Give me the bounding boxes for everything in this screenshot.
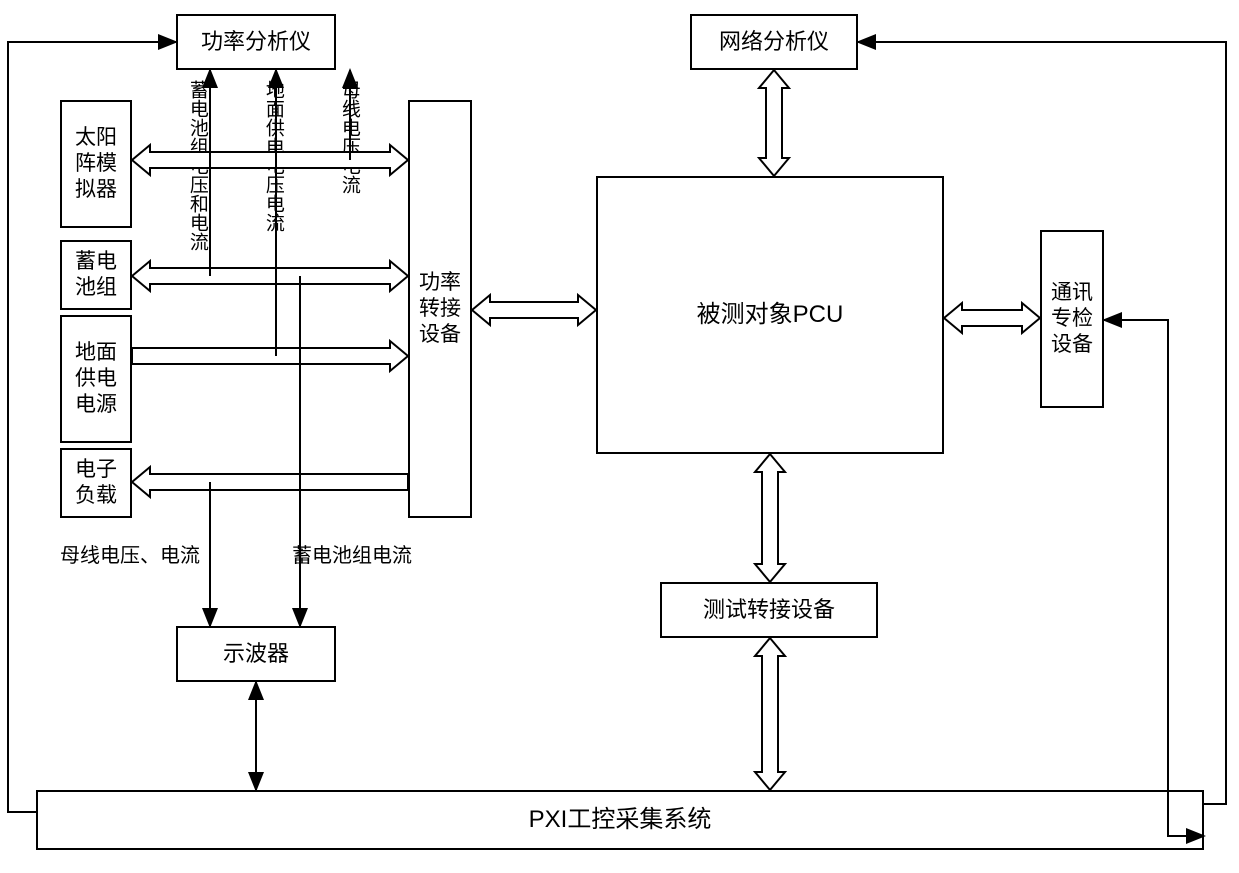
solar-sim-box: 太阳阵模拟器 (60, 100, 132, 228)
bus-vi-h-label: 母线电压、电流 (60, 544, 200, 568)
battery-i-label: 蓄电池组电流 (292, 544, 412, 568)
power-adapter-label: 功率转接设备 (419, 270, 461, 349)
comm-to-pxi-line (1104, 320, 1204, 836)
comm-inspect-label: 通讯专检设备 (1051, 280, 1093, 359)
pxi-label: PXI工控采集系统 (529, 804, 712, 835)
network-to-pcu-arrow (759, 70, 789, 176)
test-adapter-box: 测试转接设备 (660, 582, 878, 638)
battery-vi-label: 蓄电池组电压和电流 (186, 80, 208, 251)
load-to-adapter-arrow (132, 467, 408, 497)
battery-group-label: 蓄电池组 (75, 249, 117, 302)
ground-vi-label: 地面供电电压电流 (262, 80, 284, 232)
comm-inspect-box: 通讯专检设备 (1040, 230, 1104, 408)
electronic-load-label: 电子负载 (75, 457, 117, 510)
battery-to-adapter-arrow (132, 261, 408, 291)
oscilloscope-box: 示波器 (176, 626, 336, 682)
pcu-to-test-arrow (755, 454, 785, 582)
power-analyzer-box: 功率分析仪 (176, 14, 336, 70)
ground-to-adapter-arrow (132, 341, 408, 371)
pcu-to-comm-arrow (944, 303, 1040, 333)
pcu-label: 被测对象PCU (697, 299, 844, 330)
test-to-pxi-arrow (755, 638, 785, 790)
network-analyzer-box: 网络分析仪 (690, 14, 858, 70)
electronic-load-box: 电子负载 (60, 448, 132, 518)
power-adapter-box: 功率转接设备 (408, 100, 472, 518)
pcu-box: 被测对象PCU (596, 176, 944, 454)
oscilloscope-label: 示波器 (223, 640, 289, 669)
network-analyzer-label: 网络分析仪 (719, 28, 829, 57)
ground-power-box: 地面供电电源 (60, 315, 132, 443)
bus-vi-v-label: 母线电压电流 (338, 80, 360, 194)
battery-group-box: 蓄电池组 (60, 240, 132, 310)
pxi-box: PXI工控采集系统 (36, 790, 1204, 850)
solar-sim-label: 太阳阵模拟器 (75, 125, 117, 204)
ground-power-label: 地面供电电源 (75, 340, 117, 419)
adapter-to-pcu-arrow (472, 295, 596, 325)
test-adapter-label: 测试转接设备 (703, 596, 835, 625)
power-analyzer-label: 功率分析仪 (201, 28, 311, 57)
